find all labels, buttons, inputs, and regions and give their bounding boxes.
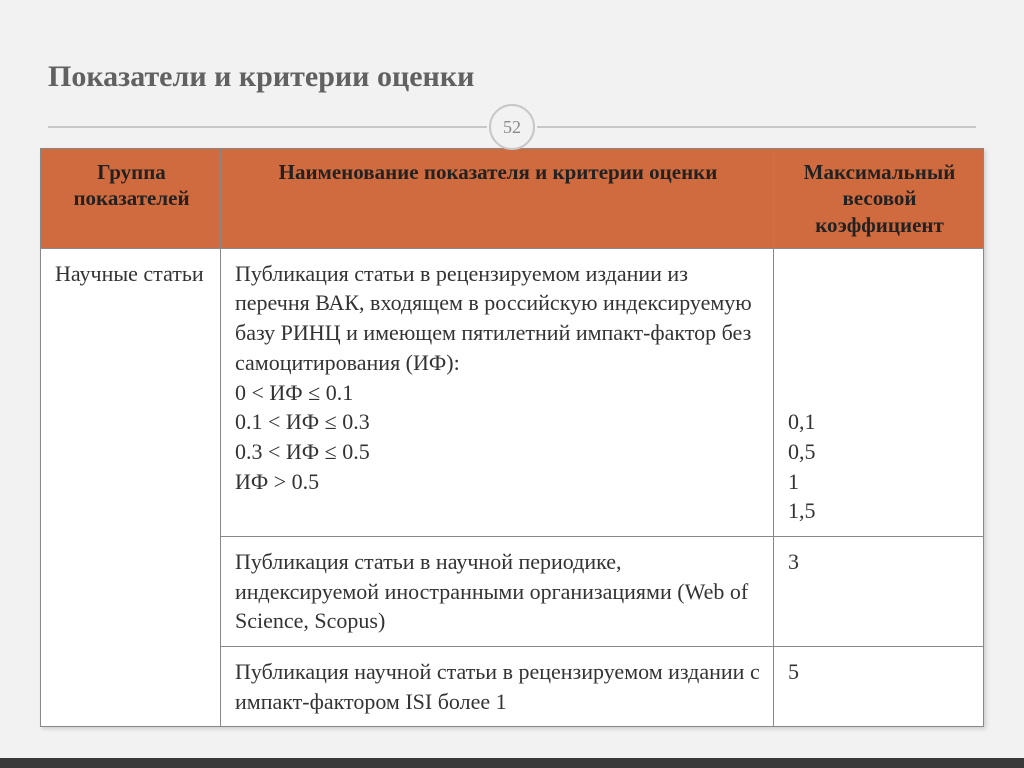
cell-name: Публикация научной статьи в рецензируемо… [221, 647, 774, 727]
cell-name: Публикация статьи в научной периодике, и… [221, 536, 774, 646]
col-header-group: Группа показателей [41, 149, 221, 249]
rule-left [48, 126, 487, 128]
cell-coef: 3 [774, 536, 984, 646]
rule-right [537, 126, 976, 128]
title-rule: 52 [48, 104, 976, 150]
table-header-row: Группа показателей Наименование показате… [41, 149, 984, 249]
table-row: Научные статьи Публикация статьи в рецен… [41, 248, 984, 536]
criteria-table: Группа показателей Наименование показате… [40, 148, 984, 727]
col-header-coef: Максимальный весовой коэффициент [774, 149, 984, 249]
page-number-badge: 52 [489, 104, 535, 150]
cell-name: Публикация статьи в рецензируемом издани… [221, 248, 774, 536]
cell-coef: 5 [774, 647, 984, 727]
slide: Показатели и критерии оценки 52 Группа п… [0, 0, 1024, 768]
footer-bar [0, 758, 1024, 768]
slide-title: Показатели и критерии оценки [48, 60, 984, 94]
col-header-name: Наименование показателя и критерии оценк… [221, 149, 774, 249]
cell-group: Научные статьи [41, 248, 221, 727]
page-number: 52 [503, 117, 521, 138]
cell-coef: 0,1 0,5 1 1,5 [774, 248, 984, 536]
